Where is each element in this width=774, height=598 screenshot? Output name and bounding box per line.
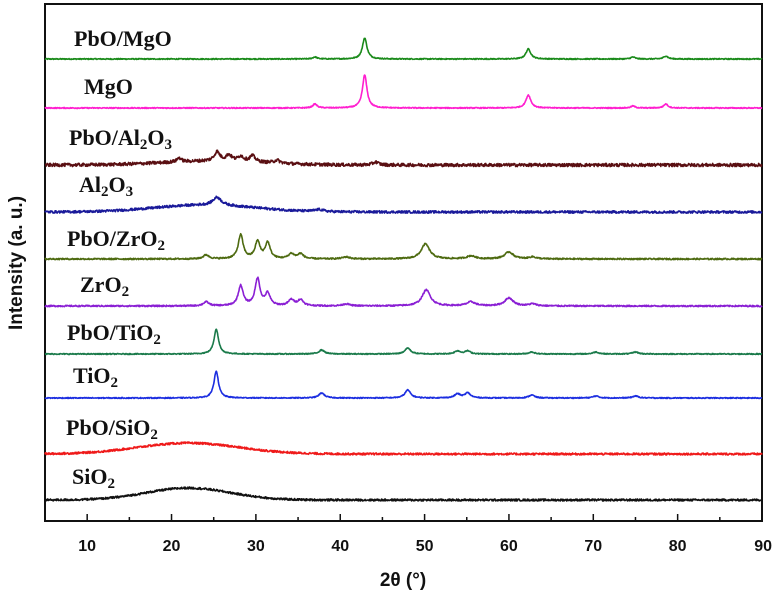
series-line-pbo-zro2 [44, 232, 763, 261]
series-label-pbo-mgo: PbO/MgO [74, 26, 172, 51]
series-label-part: 2 [140, 137, 148, 153]
series-label-mgo: MgO [84, 74, 133, 99]
series-label-pbo-al2o3: PbO/Al2O3 [69, 125, 172, 153]
x-tick-label: 40 [331, 538, 349, 555]
series-label-pbo-tio2: PbO/TiO2 [67, 320, 161, 348]
series-label-part: 2 [101, 184, 109, 200]
series-line-pbo-tio2 [44, 328, 763, 356]
series-label-part: O [147, 125, 164, 150]
x-tick-label: 30 [247, 538, 265, 555]
series-label-part: SiO [72, 464, 107, 489]
series-label-part: PbO/Al [69, 125, 140, 150]
series-label-part: 2 [150, 427, 158, 443]
series-line-pbo-al2o3 [44, 149, 763, 168]
x-tick-label: 70 [584, 538, 602, 555]
series-line-sio2 [44, 486, 763, 502]
x-tick-label: 60 [500, 538, 518, 555]
series-line-al2o3 [44, 195, 763, 214]
series-label-part: MgO [84, 74, 133, 99]
x-tick-label: 20 [163, 538, 181, 555]
series-label-part: 2 [107, 476, 115, 492]
series-label-part: 2 [157, 238, 165, 254]
series-line-zro2 [44, 276, 763, 308]
series-label-tio2: TiO2 [73, 363, 118, 391]
plot-frame [44, 3, 763, 522]
series-line-pbo-sio2 [44, 441, 763, 456]
series-label-zro2: ZrO2 [80, 272, 129, 300]
x-tick-label: 90 [754, 538, 772, 555]
y-axis-title: Intensity (a. u.) [6, 196, 27, 330]
series-label-part: PbO/ZrO [67, 226, 157, 251]
series-label-part: TiO [73, 363, 111, 388]
series-label-part: 2 [153, 332, 161, 348]
series-label-al2o3: Al2O3 [79, 172, 133, 200]
series-label-part: 3 [165, 137, 173, 153]
x-tick-label: 50 [416, 538, 434, 555]
series-line-tio2 [44, 370, 763, 400]
x-tick-label: 80 [669, 538, 687, 555]
x-axis-ticks: 10 20 30 40 50 60 70 80 90 [44, 514, 772, 555]
series-labels: PbO/MgOMgOPbO/Al2O3Al2O3PbO/ZrO2ZrO2PbO/… [66, 26, 172, 492]
series-line-mgo [44, 74, 763, 110]
series-label-pbo-sio2: PbO/SiO2 [66, 415, 158, 443]
series-label-part: PbO/SiO [66, 415, 150, 440]
series-label-part: 3 [126, 184, 134, 200]
x-tick-label: 10 [78, 538, 96, 555]
series-label-part: 2 [111, 375, 119, 391]
series-label-part: PbO/TiO [67, 320, 153, 345]
series-label-part: PbO/MgO [74, 26, 172, 51]
x-axis-title: 2θ (°) [380, 570, 426, 591]
series-label-sio2: SiO2 [72, 464, 115, 492]
traces [44, 37, 763, 502]
series-label-part: O [109, 172, 126, 197]
series-line-pbo-mgo [44, 37, 763, 61]
series-label-part: Al [79, 172, 101, 197]
series-label-part: 2 [122, 284, 130, 300]
series-label-pbo-zro2: PbO/ZrO2 [67, 226, 165, 254]
series-label-part: ZrO [80, 272, 122, 297]
